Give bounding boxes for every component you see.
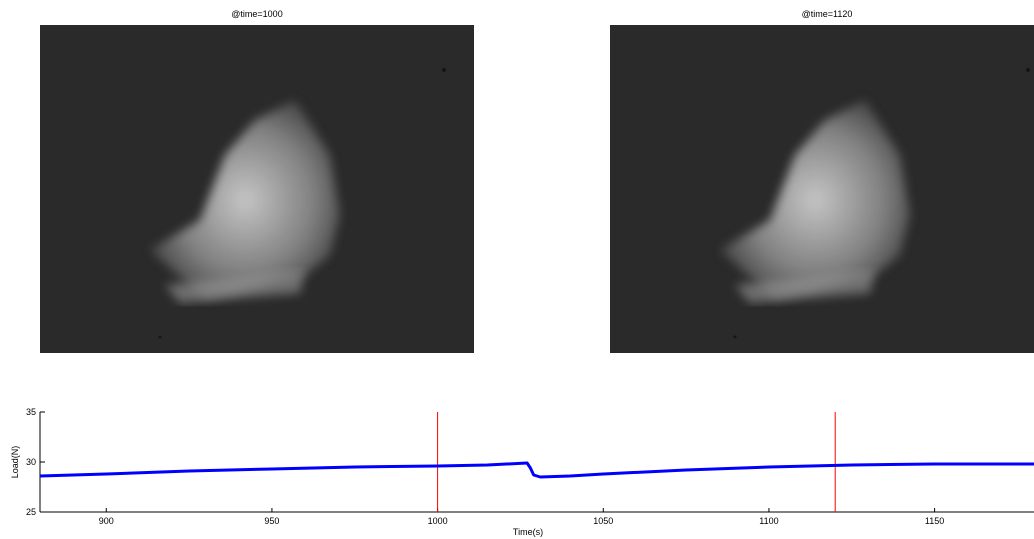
load-chart: 900 950 1000 1050 1100 1150 25 30 35 Time(s) Loa… [10, 407, 1034, 537]
x-tick-label: 1150 [925, 516, 944, 526]
grayscale-image-1 [40, 25, 474, 353]
panel-title-1: @time=1000 [231, 9, 283, 19]
x-tick-label: 1000 [428, 516, 448, 526]
load-series-line [39, 461, 1034, 479]
x-axis-label: Time(s) [513, 527, 543, 537]
image-panel-1 [40, 25, 474, 353]
plot-area: 900 950 1000 1050 1100 1150 25 30 35 [26, 407, 1034, 526]
x-tick-label: 900 [99, 516, 114, 526]
y-tick-label: 25 [26, 507, 36, 517]
image-panel-2 [610, 25, 1034, 353]
x-tick-label: 1100 [759, 516, 778, 526]
y-tick-label: 30 [26, 457, 36, 467]
x-tick-label: 1050 [593, 516, 613, 526]
x-tick-label: 950 [264, 516, 279, 526]
y-axis-label: Load(N) [10, 446, 20, 479]
grayscale-image-2 [610, 25, 1034, 353]
panel-title-2: @time=1120 [801, 9, 853, 19]
y-tick-label: 35 [26, 407, 36, 417]
